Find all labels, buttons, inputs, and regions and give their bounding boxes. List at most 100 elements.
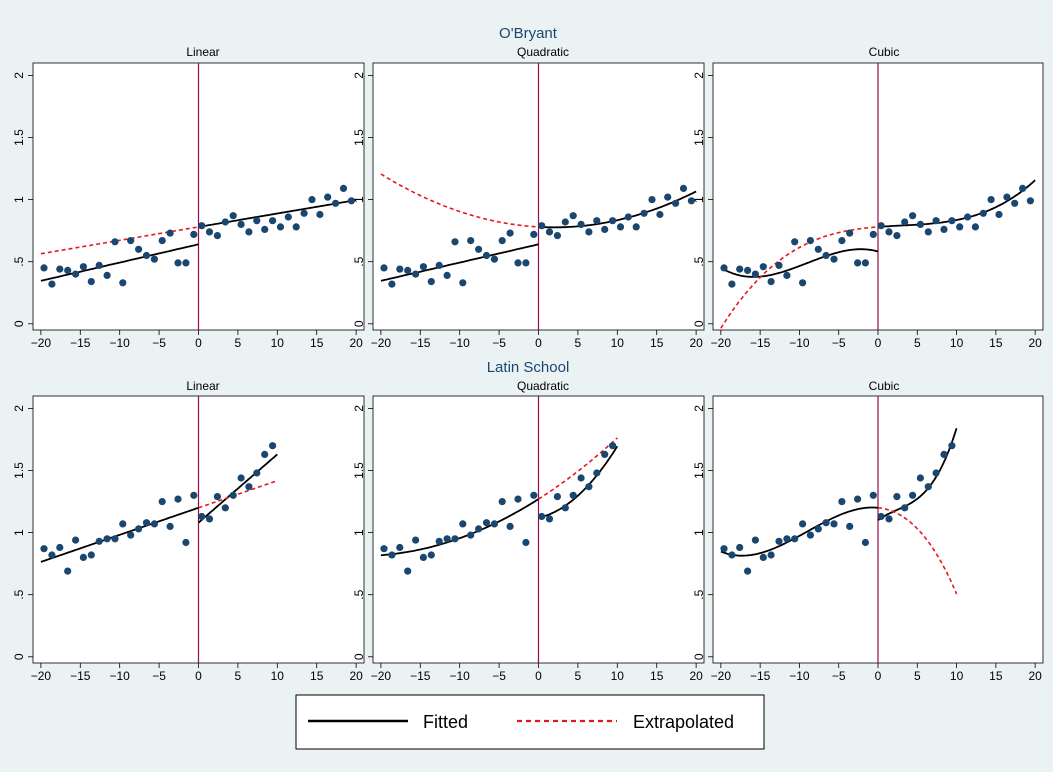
data-point: [522, 538, 530, 547]
data-point: [166, 522, 174, 531]
data-point: [253, 469, 261, 477]
panel-latin-quadratic: −20 −15 −10 −5 0 5 10 15 200.511.52: [352, 395, 705, 683]
data-point: [830, 520, 838, 528]
data-point: [324, 193, 332, 201]
x-tick-label: 20: [349, 669, 363, 683]
data-point: [987, 196, 995, 204]
data-point: [553, 493, 562, 501]
data-point: [577, 474, 585, 482]
data-point: [609, 217, 617, 225]
data-point: [127, 531, 135, 539]
data-point: [995, 210, 1003, 219]
data-point: [799, 279, 807, 287]
data-point: [522, 259, 530, 267]
data-point: [506, 229, 514, 237]
data-point: [814, 245, 822, 253]
data-point: [166, 229, 174, 237]
data-point: [388, 551, 396, 559]
legend-extrapolated-label: Extrapolated: [633, 712, 734, 732]
data-point: [632, 223, 640, 231]
y-tick-label: .5: [692, 256, 706, 266]
data-point: [190, 491, 198, 499]
y-tick-label: 0: [692, 653, 706, 660]
data-point: [135, 245, 143, 253]
fitted-line-left: [40, 506, 199, 563]
x-tick-label: 0: [535, 669, 542, 683]
x-tick-label: 5: [235, 669, 242, 683]
data-point: [213, 493, 221, 501]
data-point: [964, 213, 972, 221]
data-point: [822, 251, 830, 260]
x-tick-label: 5: [235, 336, 242, 350]
x-tick-label: 20: [1028, 336, 1042, 350]
data-point: [877, 222, 885, 230]
y-tick-label: 1: [352, 196, 366, 203]
data-point: [427, 278, 435, 286]
data-point: [269, 442, 277, 450]
data-point: [893, 493, 901, 501]
x-tick-label: 15: [989, 669, 1003, 683]
data-point: [48, 551, 56, 559]
x-tick-label: −5: [152, 669, 166, 683]
y-tick-label: 2: [692, 405, 706, 412]
data-point: [435, 537, 443, 545]
data-point: [237, 220, 245, 228]
data-point: [103, 535, 111, 543]
data-point: [316, 210, 324, 219]
panel-obryant-linear: −20 −15 −10 −5 0 5 10 15 200.511.52: [12, 62, 365, 350]
data-point: [664, 193, 672, 201]
y-tick-label: .5: [352, 589, 366, 599]
data-point: [514, 259, 522, 267]
data-point: [221, 504, 229, 512]
data-point: [396, 265, 404, 273]
x-tick-label: −10: [450, 336, 471, 350]
panel-latin-cubic: −20 −15 −10 −5 0 5 10 15 20 0 .5 1 1.5 2: [692, 395, 1044, 683]
x-tick-label: 20: [689, 669, 703, 683]
data-point: [142, 519, 151, 527]
data-point: [245, 228, 253, 236]
data-point: [569, 212, 577, 220]
data-point: [854, 495, 862, 503]
data-point: [451, 535, 459, 543]
data-point: [443, 271, 451, 279]
data-point: [561, 504, 569, 512]
x-tick-label: 5: [575, 336, 582, 350]
y-tick-label: .5: [692, 589, 706, 599]
data-point: [40, 264, 48, 272]
y-tick-label: 1: [692, 196, 706, 203]
y-tick-label: 0: [12, 320, 26, 327]
x-tick-label: 0: [535, 336, 542, 350]
y-tick-label: 1.5: [692, 462, 706, 479]
x-tick-label: −15: [410, 669, 431, 683]
x-tick-label: −20: [371, 669, 392, 683]
data-point: [158, 498, 166, 506]
data-point: [182, 538, 190, 547]
fitted-line-right: [538, 445, 619, 519]
data-point: [1011, 199, 1019, 207]
y-tick-label: 2: [12, 405, 26, 412]
y-tick-label: 1.5: [352, 462, 366, 479]
data-point: [300, 209, 308, 217]
data-point: [822, 519, 830, 527]
data-point: [616, 223, 625, 231]
data-point: [932, 469, 940, 477]
data-point: [909, 491, 917, 499]
extrapolated-line: [720, 226, 879, 329]
x-tick-label: 20: [1028, 669, 1042, 683]
data-point: [451, 238, 459, 246]
y-tick-label: 2: [12, 72, 26, 79]
data-point: [751, 270, 760, 278]
data-point: [814, 525, 822, 533]
x-tick-label: −10: [789, 336, 810, 350]
data-point: [775, 261, 783, 269]
x-tick-label: 15: [650, 669, 664, 683]
data-point: [854, 259, 862, 267]
data-point: [932, 217, 940, 225]
x-tick-label: 0: [195, 669, 202, 683]
data-point: [87, 551, 95, 559]
data-point: [490, 520, 498, 528]
data-point: [198, 512, 206, 521]
data-point: [940, 450, 948, 458]
data-point: [412, 270, 420, 278]
